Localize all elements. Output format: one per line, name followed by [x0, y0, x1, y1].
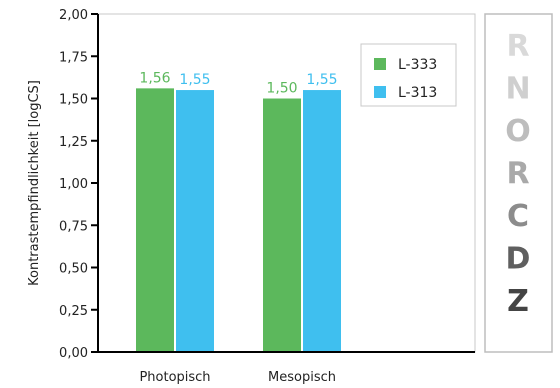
legend-label: L-313: [398, 85, 437, 101]
data-label: 1,55: [179, 72, 210, 88]
letter-r: R: [506, 29, 529, 64]
letter-o: O: [505, 114, 531, 149]
bar: [136, 88, 174, 353]
y-tick-label: 1,50: [59, 93, 88, 108]
legend-swatch: [374, 58, 386, 70]
letter-r: R: [506, 157, 529, 192]
legend: L-333 L-313: [360, 43, 457, 107]
data-label: 1,56: [139, 70, 170, 86]
bar: [263, 98, 301, 352]
legend-swatch: [374, 86, 386, 98]
legend-label: L-333: [398, 57, 437, 73]
y-axis: 0,00 0,25 0,50 0,75 1,00 1,25 1,50 1,75 2,00: [59, 8, 99, 361]
y-tick-label: 1,00: [59, 177, 88, 192]
y-tick-label: 1,75: [59, 50, 88, 65]
letter-d: D: [506, 242, 531, 277]
bars: 1,56 1,55 1,50 1,55: [136, 70, 341, 353]
y-tick-label: 1,25: [59, 135, 88, 150]
bar: [176, 90, 214, 353]
y-tick-label: 0,00: [59, 346, 88, 361]
y-tick-label: 0,75: [59, 219, 88, 234]
y-axis-label: Kontrastempfindlichkeit [logCS]: [27, 80, 42, 286]
x-tick-label: Photopisch: [139, 370, 210, 385]
letter-panel-frame: [484, 13, 553, 353]
letter-c: C: [507, 199, 529, 234]
data-label: 1,50: [266, 81, 297, 97]
bar: [303, 90, 341, 353]
y-tick-label: 0,50: [59, 262, 88, 277]
y-tick-label: 0,25: [59, 304, 88, 319]
y-tick-label: 2,00: [59, 8, 88, 23]
data-label: 1,55: [306, 72, 337, 88]
letter-z: Z: [507, 284, 529, 319]
x-axis: Photopisch Mesopisch: [98, 351, 475, 385]
letter-n: N: [505, 72, 530, 107]
x-tick-label: Mesopisch: [268, 370, 336, 385]
